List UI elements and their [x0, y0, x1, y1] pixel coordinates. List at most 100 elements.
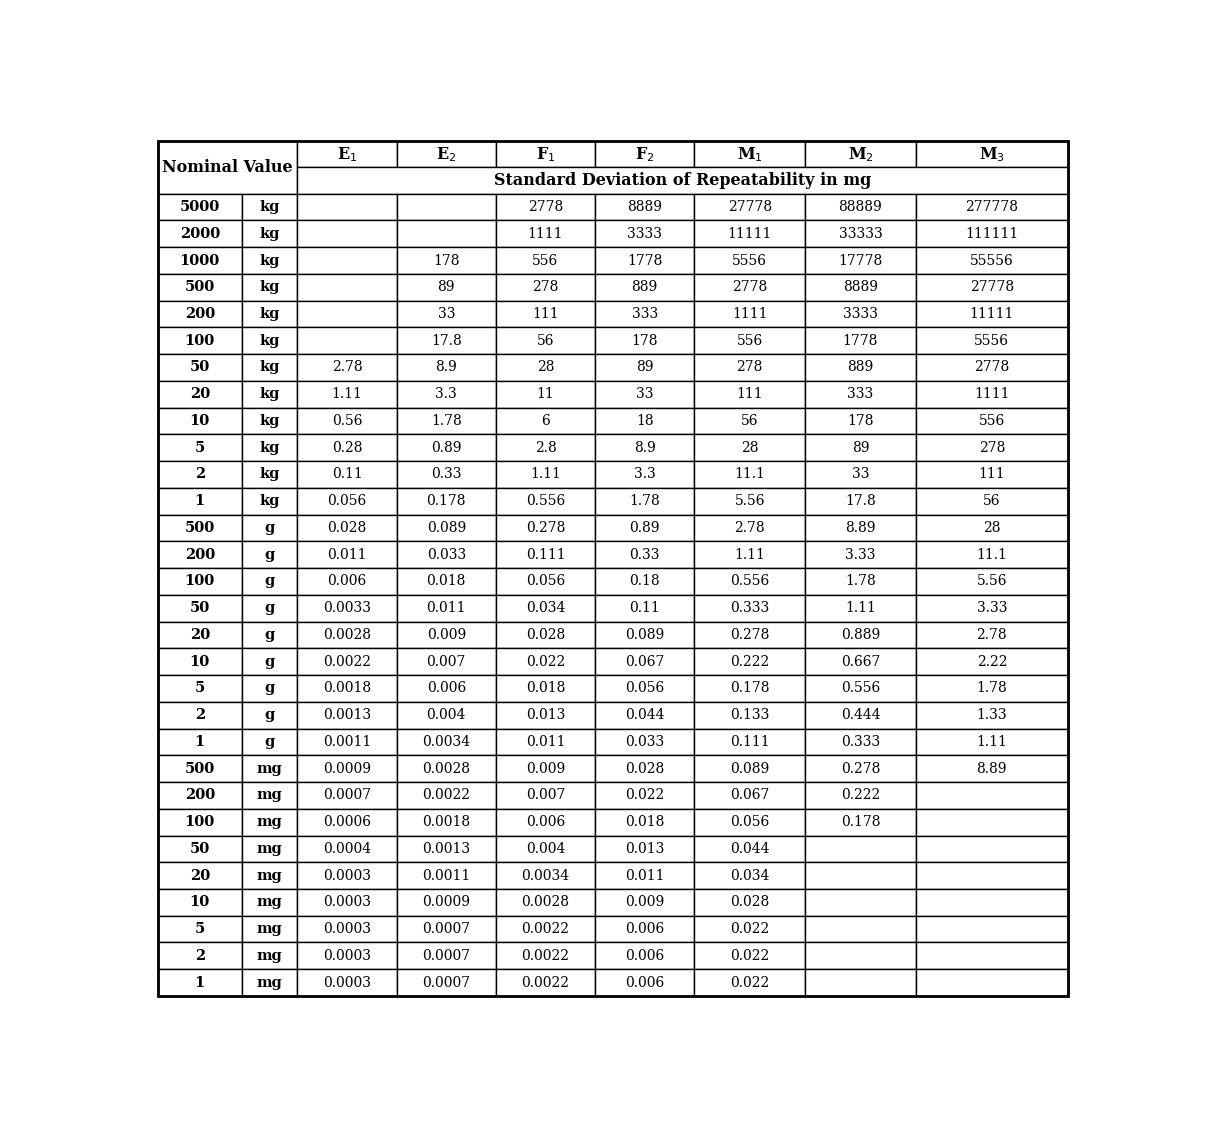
Text: 1.11: 1.11 — [845, 601, 877, 615]
Text: 500: 500 — [185, 521, 215, 535]
Bar — [915, 488, 1068, 515]
Bar — [805, 381, 915, 408]
Text: 11: 11 — [537, 387, 555, 401]
Bar — [694, 435, 805, 461]
Bar — [297, 942, 397, 969]
Text: 3333: 3333 — [843, 307, 878, 321]
Bar — [397, 969, 495, 997]
Text: g: g — [265, 735, 274, 749]
Bar — [915, 461, 1068, 488]
Bar — [694, 515, 805, 542]
Bar — [915, 756, 1068, 783]
Bar — [915, 274, 1068, 301]
Bar — [158, 622, 242, 649]
Bar — [495, 381, 595, 408]
Bar — [495, 542, 595, 568]
Bar — [242, 194, 297, 221]
Text: g: g — [265, 547, 274, 562]
Text: 0.278: 0.278 — [730, 628, 770, 642]
Bar — [397, 701, 495, 729]
Text: 11111: 11111 — [970, 307, 1014, 321]
Bar — [297, 515, 397, 542]
Bar — [158, 461, 242, 488]
Text: 1000: 1000 — [180, 253, 220, 268]
Text: 0.18: 0.18 — [629, 574, 660, 589]
Bar — [694, 835, 805, 863]
Text: M$_3$: M$_3$ — [978, 145, 1005, 163]
Text: 2.8: 2.8 — [534, 440, 556, 455]
Bar — [595, 756, 694, 783]
Text: kg: kg — [260, 253, 279, 268]
Bar — [915, 783, 1068, 808]
Text: 28: 28 — [741, 440, 759, 455]
Bar — [397, 835, 495, 863]
Bar — [915, 676, 1068, 701]
Bar — [158, 488, 242, 515]
Text: 277778: 277778 — [965, 200, 1019, 214]
Text: 0.006: 0.006 — [328, 574, 367, 589]
Text: 333: 333 — [847, 387, 874, 401]
Bar — [158, 701, 242, 729]
Bar — [397, 435, 495, 461]
Bar — [694, 942, 805, 969]
Text: 0.11: 0.11 — [629, 601, 660, 615]
Bar — [297, 141, 397, 168]
Bar — [397, 515, 495, 542]
Text: 0.333: 0.333 — [730, 601, 770, 615]
Bar — [805, 890, 915, 915]
Text: 0.009: 0.009 — [426, 628, 466, 642]
Bar — [158, 969, 242, 997]
Text: 0.022: 0.022 — [730, 922, 770, 936]
Bar — [805, 676, 915, 701]
Bar — [915, 141, 1068, 168]
Text: mg: mg — [256, 975, 283, 990]
Bar — [694, 542, 805, 568]
Bar — [495, 863, 595, 890]
Text: 0.0022: 0.0022 — [522, 922, 569, 936]
Text: 0.89: 0.89 — [629, 521, 660, 535]
Bar — [805, 141, 915, 168]
Text: 1: 1 — [194, 735, 205, 749]
Text: 0.028: 0.028 — [526, 628, 565, 642]
Text: 0.067: 0.067 — [730, 788, 770, 803]
Text: 6: 6 — [541, 414, 550, 428]
Bar — [158, 274, 242, 301]
Bar — [495, 701, 595, 729]
Bar — [915, 890, 1068, 915]
Bar — [805, 649, 915, 676]
Text: 0.444: 0.444 — [840, 708, 880, 722]
Text: 0.0009: 0.0009 — [323, 761, 371, 776]
Bar — [297, 783, 397, 808]
Text: 0.222: 0.222 — [841, 788, 880, 803]
Bar — [242, 756, 297, 783]
Text: 3.3: 3.3 — [436, 387, 458, 401]
Bar — [297, 808, 397, 835]
Bar — [397, 649, 495, 676]
Bar — [595, 408, 694, 435]
Text: 55556: 55556 — [970, 253, 1014, 268]
Bar — [495, 194, 595, 221]
Bar — [242, 435, 297, 461]
Bar — [495, 141, 595, 168]
Bar — [158, 595, 242, 622]
Text: 0.028: 0.028 — [625, 761, 664, 776]
Text: 0.004: 0.004 — [426, 708, 466, 722]
Bar — [397, 890, 495, 915]
Bar — [805, 247, 915, 274]
Bar — [297, 701, 397, 729]
Bar — [915, 542, 1068, 568]
Bar — [805, 354, 915, 381]
Text: 1.78: 1.78 — [845, 574, 875, 589]
Text: 500: 500 — [185, 280, 215, 294]
Text: 11.1: 11.1 — [976, 547, 1008, 562]
Bar — [158, 649, 242, 676]
Text: 50: 50 — [189, 360, 210, 375]
Bar — [805, 701, 915, 729]
Text: 0.0022: 0.0022 — [522, 949, 569, 963]
Bar — [495, 676, 595, 701]
Bar — [397, 863, 495, 890]
Text: 8889: 8889 — [628, 200, 662, 214]
Bar — [595, 221, 694, 247]
Bar — [397, 141, 495, 168]
Bar — [297, 488, 397, 515]
